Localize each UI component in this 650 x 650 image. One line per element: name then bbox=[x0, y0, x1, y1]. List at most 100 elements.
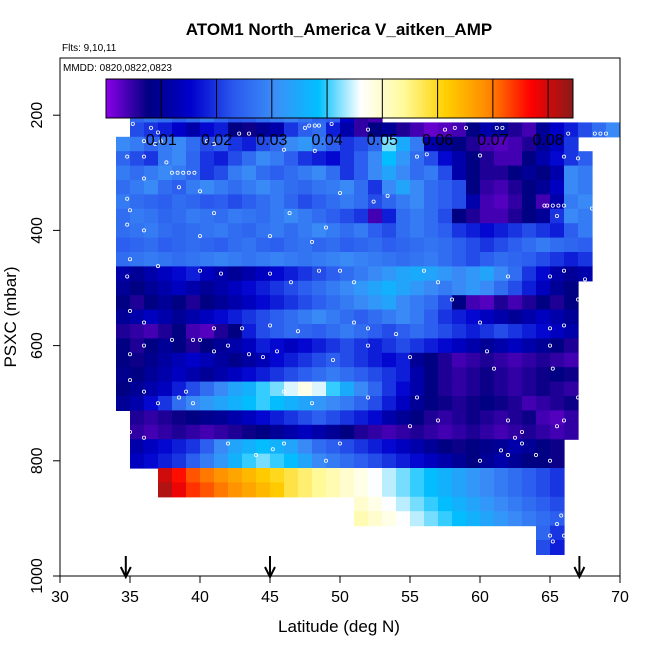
heatmap-cell bbox=[312, 309, 327, 325]
heatmap-cell bbox=[452, 324, 467, 339]
heatmap-cell bbox=[326, 122, 341, 138]
heatmap-cell bbox=[172, 410, 187, 426]
heatmap-cell bbox=[214, 180, 229, 195]
heatmap-cell bbox=[270, 424, 285, 440]
heatmap-cell bbox=[522, 324, 537, 339]
heatmap-cell bbox=[564, 208, 579, 224]
heatmap-cell bbox=[368, 151, 383, 167]
heatmap-cell bbox=[340, 439, 355, 455]
heatmap-cell bbox=[130, 180, 145, 195]
heatmap-cell bbox=[382, 324, 397, 339]
heatmap-cell bbox=[382, 424, 397, 440]
heatmap-cell bbox=[312, 223, 327, 239]
heatmap-cell bbox=[186, 338, 201, 354]
heatmap-cell bbox=[256, 482, 271, 498]
heatmap-cell bbox=[214, 396, 229, 411]
heatmap-cell bbox=[116, 381, 131, 397]
heatmap-cell bbox=[214, 136, 229, 152]
heatmap-cell bbox=[172, 468, 187, 483]
heatmap-cell bbox=[158, 352, 173, 368]
heatmap-cell bbox=[256, 439, 271, 455]
heatmap-cell bbox=[312, 367, 327, 383]
heatmap-cell bbox=[298, 266, 313, 282]
heatmap-cell bbox=[396, 468, 411, 483]
heatmap-cell bbox=[368, 396, 383, 411]
sample-point bbox=[267, 323, 272, 328]
heatmap-cell bbox=[130, 136, 145, 152]
heatmap-cell bbox=[424, 180, 439, 195]
x-tick-label: 55 bbox=[401, 589, 419, 606]
heatmap-cell bbox=[312, 180, 327, 195]
heatmap-cell bbox=[354, 482, 369, 498]
heatmap-cell bbox=[200, 468, 215, 483]
heatmap-cell bbox=[368, 180, 383, 195]
heatmap-cell bbox=[438, 122, 453, 138]
heatmap-cell bbox=[466, 482, 481, 498]
heatmap-cell bbox=[130, 396, 145, 411]
heatmap-cell bbox=[452, 165, 467, 181]
heatmap-cell bbox=[130, 453, 145, 469]
heatmap-cell bbox=[144, 453, 159, 469]
heatmap-cell bbox=[522, 496, 537, 512]
heatmap-cell bbox=[200, 223, 215, 239]
heatmap-cell bbox=[368, 266, 383, 282]
heatmap-cell bbox=[158, 194, 173, 210]
heatmap-cell bbox=[424, 223, 439, 239]
heatmap-cell bbox=[312, 165, 327, 181]
sample-point bbox=[281, 147, 286, 152]
heatmap-cell bbox=[396, 180, 411, 195]
heatmap-cell bbox=[522, 266, 537, 282]
heatmap-cell bbox=[270, 453, 285, 469]
sample-point bbox=[295, 329, 300, 334]
heatmap-cell bbox=[536, 439, 551, 455]
heatmap-cell bbox=[396, 396, 411, 411]
heatmap-cell bbox=[564, 352, 579, 368]
heatmap-cell bbox=[536, 324, 551, 339]
heatmap-cell bbox=[256, 468, 271, 483]
heatmap-cell bbox=[284, 396, 299, 411]
heatmap-cell bbox=[186, 381, 201, 397]
sample-point bbox=[127, 378, 132, 383]
sample-point bbox=[169, 337, 174, 342]
sample-point bbox=[141, 343, 146, 348]
heatmap-cell bbox=[284, 194, 299, 210]
heatmap-cell bbox=[382, 396, 397, 411]
sample-point bbox=[125, 274, 130, 279]
heatmap-cell bbox=[116, 194, 131, 210]
heatmap-cell bbox=[228, 468, 243, 483]
heatmap-cell bbox=[410, 194, 425, 210]
sample-point bbox=[365, 127, 370, 132]
sample-point bbox=[548, 343, 553, 348]
heatmap-cell bbox=[200, 309, 215, 325]
heatmap-cell bbox=[284, 252, 299, 267]
heatmap-cell bbox=[438, 295, 453, 311]
heatmap-cell bbox=[130, 324, 145, 339]
heatmap-cell bbox=[298, 367, 313, 383]
x-tick-label: 45 bbox=[261, 589, 279, 606]
sample-point bbox=[267, 234, 272, 239]
heatmap-cell bbox=[312, 338, 327, 354]
heatmap-cell bbox=[270, 180, 285, 195]
sample-point bbox=[351, 320, 356, 325]
heatmap-cell bbox=[340, 223, 355, 239]
sample-point bbox=[197, 189, 202, 194]
heatmap-cell bbox=[424, 511, 439, 527]
heatmap-cell bbox=[130, 381, 145, 397]
heatmap-cell bbox=[256, 309, 271, 325]
sample-point bbox=[329, 121, 334, 126]
sample-point bbox=[204, 139, 209, 144]
heatmap-cell bbox=[592, 122, 607, 138]
heatmap-cell bbox=[424, 295, 439, 311]
heatmap-cell bbox=[522, 424, 537, 440]
sample-point bbox=[155, 264, 160, 269]
heatmap-cell bbox=[466, 424, 481, 440]
sample-point bbox=[218, 271, 223, 276]
heatmap-cell bbox=[494, 237, 509, 253]
colorbar-ticks: 0.01 0.02 0.03 0.04 0.05 0.06 0.07 0.08 bbox=[146, 79, 564, 149]
heatmap-cell bbox=[214, 280, 229, 296]
heatmap-cell bbox=[382, 381, 397, 397]
colorbar-tick-label: 0.06 bbox=[422, 132, 453, 149]
heatmap-cell bbox=[396, 136, 411, 152]
heatmap-cell bbox=[116, 237, 131, 253]
heatmap-cell bbox=[494, 468, 509, 483]
